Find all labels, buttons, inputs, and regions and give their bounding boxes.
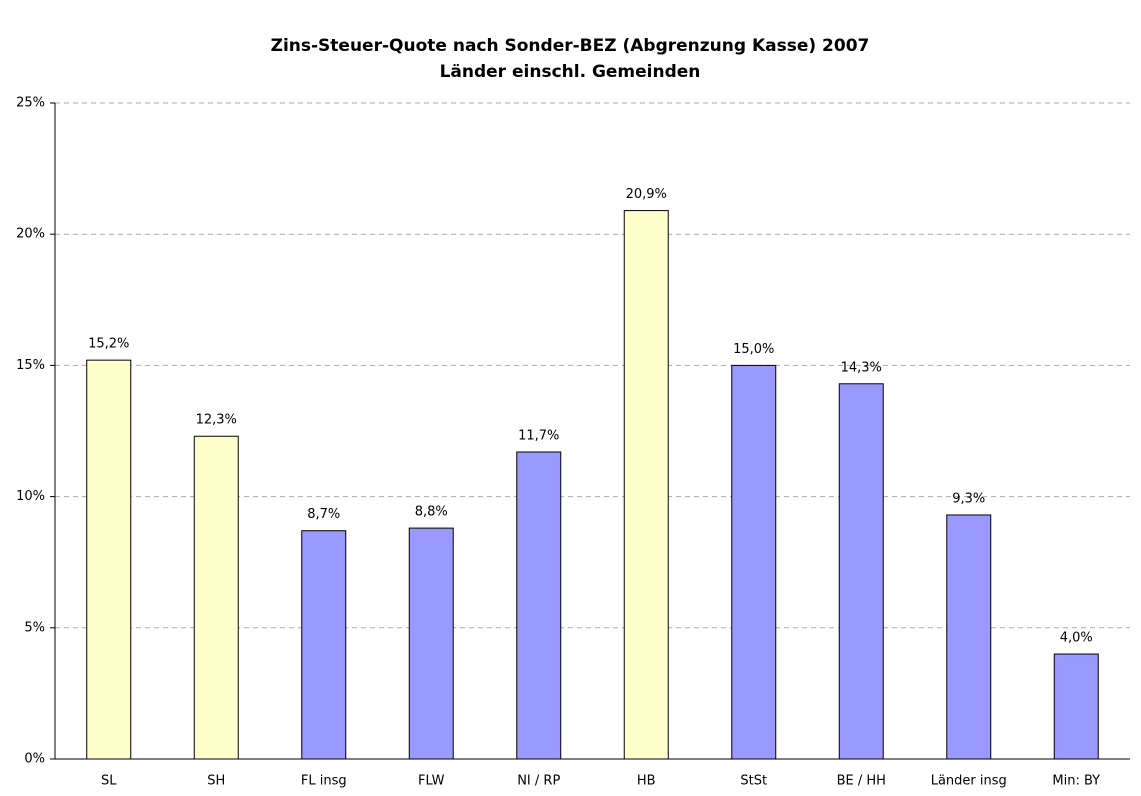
bar (516, 451, 562, 760)
x-tick-label: Länder insg (931, 774, 1007, 789)
chart-title: Zins-Steuer-Quote nach Sonder-BEZ (Abgre… (271, 36, 870, 56)
chart-subtitle: Länder einschl. Gemeinden (440, 62, 701, 82)
x-tick-label: FLW (418, 774, 445, 789)
x-tick-label: FL insg (301, 774, 347, 789)
y-tick-label: 25% (16, 96, 45, 111)
bar (86, 359, 132, 760)
data-label: 15,2% (88, 337, 129, 352)
bar (623, 210, 669, 760)
bar (1053, 653, 1099, 760)
y-tick-label: 0% (24, 752, 45, 767)
y-tick-label: 20% (16, 227, 45, 242)
data-label: 15,0% (733, 342, 774, 357)
y-tick-label: 5% (24, 620, 45, 635)
bar (838, 383, 884, 760)
data-label: 9,3% (952, 491, 985, 506)
data-label: 8,7% (307, 507, 340, 522)
data-label: 12,3% (196, 413, 237, 428)
x-tick-label: NI / RP (517, 774, 560, 789)
data-label: 8,8% (415, 505, 448, 520)
bar (193, 435, 239, 760)
data-label: 4,0% (1060, 631, 1093, 646)
y-tick-label: 10% (16, 489, 45, 504)
bar (301, 530, 347, 760)
x-tick-label: StSt (740, 774, 767, 789)
bar (408, 527, 454, 760)
x-tick-label: Min: BY (1052, 774, 1100, 789)
x-tick-label: HB (637, 774, 656, 789)
data-label: 20,9% (626, 187, 667, 202)
bar (946, 514, 992, 760)
x-tick-label: SH (207, 774, 225, 789)
y-tick-label: 15% (16, 358, 45, 373)
data-label: 11,7% (518, 428, 559, 443)
data-label: 14,3% (841, 360, 882, 375)
x-tick-label: SL (101, 774, 117, 789)
x-tick-label: BE / HH (837, 774, 886, 789)
bar (731, 364, 777, 760)
